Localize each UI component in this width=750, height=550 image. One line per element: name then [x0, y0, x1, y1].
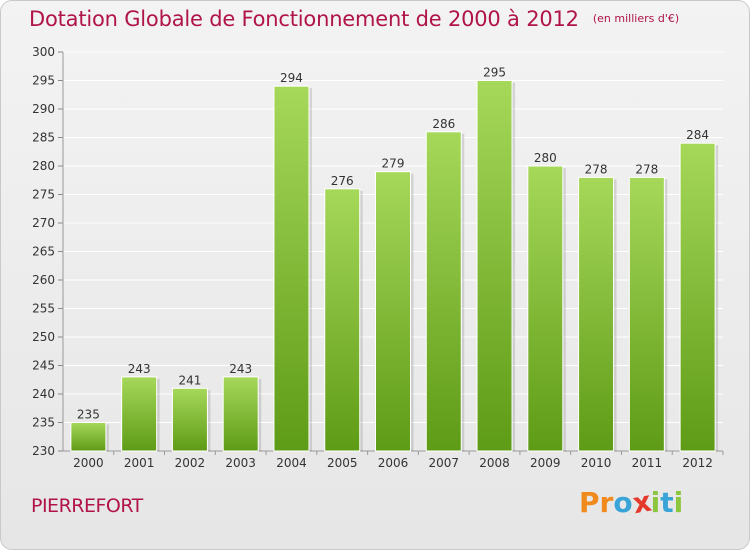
- bar-2012: [679, 142, 716, 452]
- data-label: 276: [331, 174, 354, 188]
- x-tick-label: 2009: [530, 456, 561, 470]
- x-tick-label: 2010: [581, 456, 612, 470]
- bar-2006: [375, 171, 411, 452]
- bar-2010: [578, 176, 615, 452]
- chart-header: Dotation Globale de Fonctionnement de 20…: [29, 7, 679, 31]
- logo-letter: r: [599, 486, 614, 519]
- bars: [70, 80, 719, 452]
- y-tick-label: 265: [32, 245, 55, 259]
- x-tick-label: 2012: [682, 456, 713, 470]
- data-label: 278: [635, 162, 658, 176]
- logo-letter: i: [673, 486, 684, 519]
- y-tick-label: 245: [32, 359, 55, 373]
- x-tick-label: 2003: [225, 456, 256, 470]
- y-tick-label: 300: [32, 45, 55, 59]
- x-tick-label: 2004: [276, 456, 307, 470]
- x-tick-label: 2005: [327, 456, 358, 470]
- x-tick-label: 2008: [479, 456, 510, 470]
- data-label: 241: [178, 373, 201, 387]
- y-tick-labels: 230 235 240 245 250 255 260 265 270 275 280 285 290 2…: [32, 45, 55, 458]
- x-tick-label: 2011: [632, 456, 663, 470]
- logo-letter: o: [613, 486, 633, 519]
- data-label: 279: [382, 157, 405, 171]
- data-label: 278: [585, 162, 608, 176]
- chart-unit: (en milliers d'€): [592, 12, 680, 25]
- y-tick-label: 255: [32, 302, 55, 316]
- bar-2002: [171, 387, 208, 452]
- proxiti-logo: Proxiti: [579, 485, 684, 521]
- y-tick-label: 285: [32, 131, 55, 145]
- data-label: 295: [483, 66, 506, 80]
- y-tick-label: 260: [32, 273, 55, 287]
- bar-2001: [121, 376, 158, 452]
- logo-letter: t: [660, 486, 674, 519]
- data-label: 284: [686, 128, 709, 142]
- x-tick-label: 2001: [124, 456, 155, 470]
- y-tick-label: 295: [32, 74, 55, 88]
- y-tick-label: 275: [32, 188, 55, 202]
- bar-2007: [425, 131, 462, 452]
- y-tick-label: 280: [32, 159, 55, 173]
- y-tick-label: 270: [32, 216, 55, 230]
- bar-2011: [628, 176, 665, 452]
- data-label: 235: [77, 408, 100, 422]
- bar-2004: [273, 85, 310, 452]
- bar-2003: [222, 376, 259, 452]
- data-label: 280: [534, 151, 557, 165]
- data-label: 294: [280, 71, 303, 85]
- x-tick-label: 2007: [428, 456, 459, 470]
- bar-2005: [324, 188, 361, 452]
- y-tick-label: 240: [32, 387, 55, 401]
- x-tick-label: 2006: [378, 456, 409, 470]
- x-tick-labels: 2000 2001 2002 2003 2004 2005 2006 2007 2008 2009…: [73, 456, 713, 470]
- x-tick-label: 2002: [175, 456, 206, 470]
- bar-2008: [476, 80, 513, 452]
- logo-letter: P: [579, 486, 600, 519]
- y-tick-label: 235: [32, 416, 55, 430]
- data-label: 286: [432, 117, 455, 131]
- logo-letter: i: [650, 486, 661, 519]
- chart-title: Dotation Globale de Fonctionnement de 20…: [29, 7, 579, 31]
- y-tick-label: 290: [32, 102, 55, 116]
- bar-2009: [527, 165, 564, 452]
- commune-name: PIERREFORT: [31, 495, 143, 517]
- data-label: 243: [229, 362, 252, 376]
- y-tick-label: 250: [32, 330, 55, 344]
- data-label: 243: [128, 362, 151, 376]
- bar-2000: [70, 422, 107, 452]
- x-tick-label: 2000: [73, 456, 104, 470]
- data-labels: 235 243 241 243 294 276 279 286 295 280 278 278 284: [77, 66, 709, 422]
- y-tick-label: 230: [32, 444, 55, 458]
